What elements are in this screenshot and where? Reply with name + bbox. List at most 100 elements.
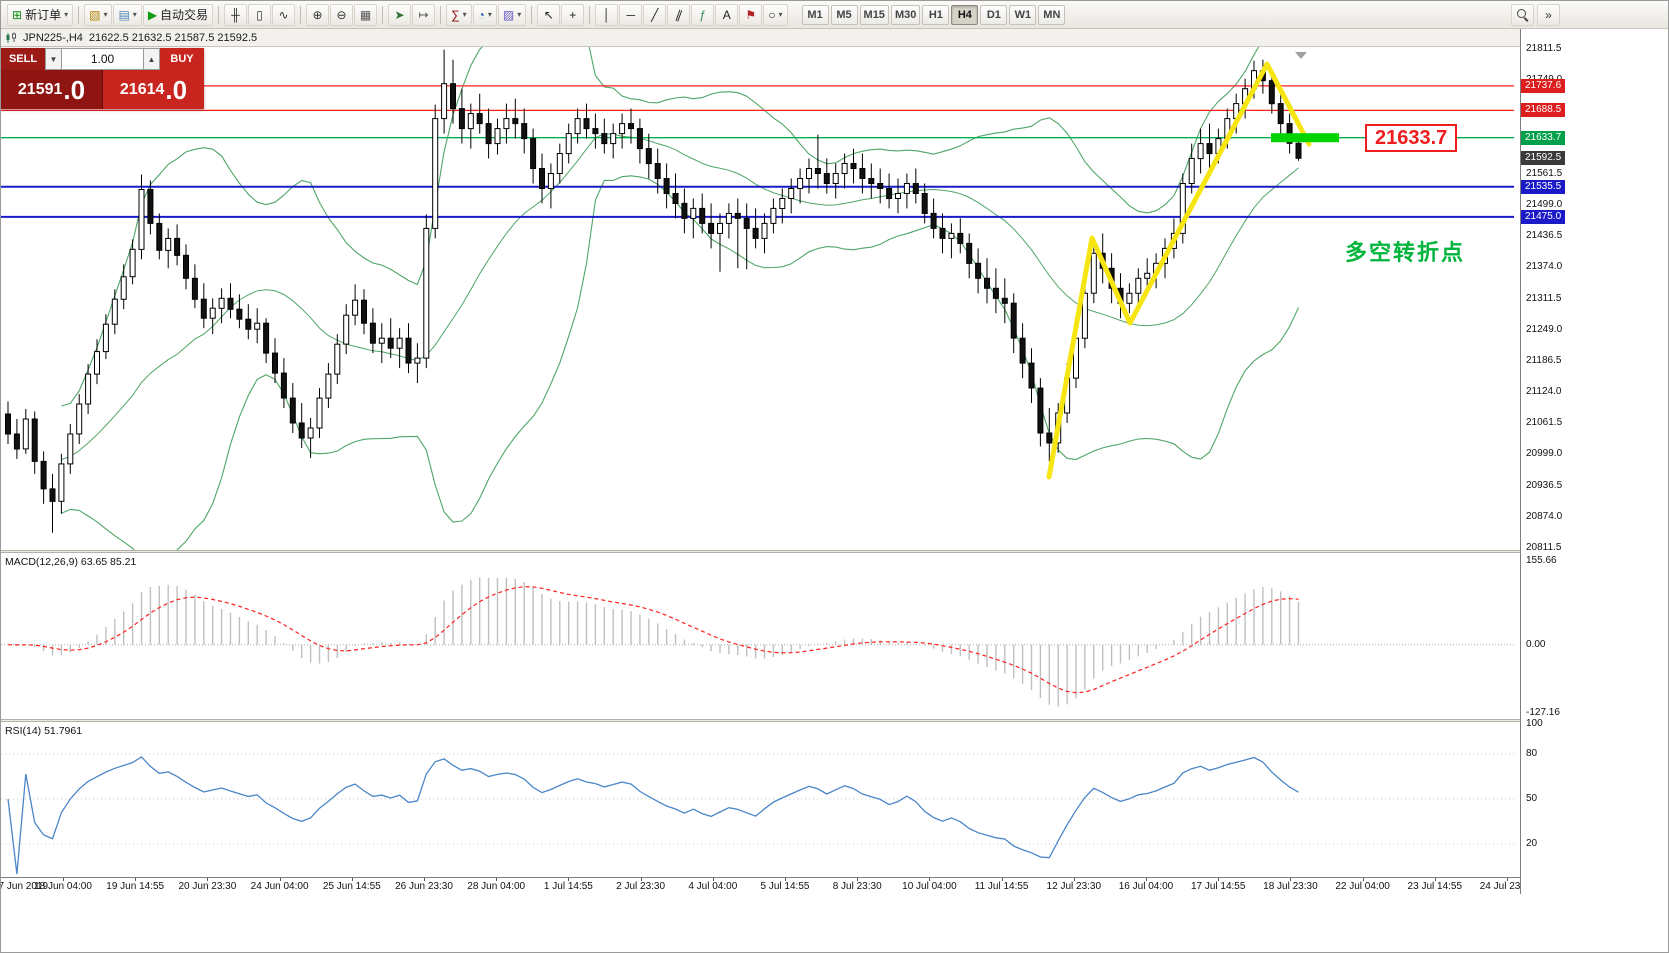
time-axis-label: 20 Jun 23:30	[178, 881, 237, 892]
chart-shift-marker[interactable]	[1295, 52, 1307, 59]
sell-price-int: 21591	[17, 80, 63, 98]
auto-scroll-icon: ➤	[394, 7, 405, 22]
shapes-tool-button[interactable]: ○ ▾	[763, 3, 788, 26]
fibonacci-icon: ƒ	[699, 7, 707, 22]
new-order-button[interactable]: ⊞ 新订单 ▾	[7, 3, 74, 26]
price-axis-label: 21436.5	[1526, 230, 1563, 242]
new-order-button-label: 新订单	[25, 8, 62, 22]
timeframe-m1-button[interactable]: M1	[801, 4, 829, 25]
price-highlight-segment[interactable]	[1271, 133, 1339, 143]
timeframe-h4-button[interactable]: H4	[951, 4, 979, 25]
candlestick-icon: ▯	[256, 7, 263, 22]
time-axis-label: 24 Jun 04:00	[250, 881, 309, 892]
time-axis-tick	[1290, 878, 1292, 881]
time-axis-label: 17 Jun 2019	[1, 881, 49, 892]
timeframe-mn-button[interactable]: MN	[1038, 4, 1066, 25]
zoom-in-button[interactable]: ⊕	[306, 3, 330, 26]
candlesticks	[5, 49, 1302, 533]
rsi-scale-label: 80	[1526, 748, 1538, 759]
toolbar-separator	[531, 5, 533, 24]
bar-chart-button[interactable]: ╫	[224, 3, 248, 26]
time-axis-tick	[496, 878, 498, 881]
time-axis-label: 25 Jun 14:55	[322, 881, 381, 892]
time-axis-tick	[1218, 878, 1220, 881]
timeframe-m5-button[interactable]: M5	[830, 4, 858, 25]
time-axis-tick	[1362, 878, 1364, 881]
time-axis-label: 19 Jun 14:55	[106, 881, 165, 892]
new-order-icon: ⊞	[12, 7, 23, 22]
tile-windows-button[interactable]: ▦	[354, 3, 378, 26]
vertical-line-tool-button[interactable]: │	[595, 3, 619, 26]
flag-icon: ⚑	[745, 7, 757, 22]
timeframe-m15-button[interactable]: M15	[859, 4, 889, 25]
volume-increase-button[interactable]: ▲	[143, 48, 160, 70]
sell-price-button[interactable]: 21591.0	[1, 70, 103, 109]
auto-scroll-button[interactable]: ➤	[388, 3, 412, 26]
time-axis-tick	[279, 878, 281, 881]
crosshair-button[interactable]: +	[561, 3, 585, 26]
label-tool-button[interactable]: ⚑	[739, 3, 763, 26]
price-axis[interactable]: 21811.521749.021686.521624.021561.521499…	[1520, 29, 1668, 894]
tile-windows-icon: ▦	[359, 7, 372, 22]
new-chart-button[interactable]: ▧ ▾	[84, 3, 113, 26]
sell-button[interactable]: SELL	[1, 48, 45, 70]
chart-zone: MACD(12,26,9) 63.65 85.21 RSI(14) 51.796…	[1, 47, 1520, 877]
autotrading-button[interactable]: ▶ 自动交易	[142, 3, 214, 26]
volume-input[interactable]	[62, 48, 143, 70]
caret-down-icon: ▾	[462, 10, 467, 19]
time-axis-label: 11 Jul 14:55	[974, 881, 1029, 892]
timeframe-d1-button[interactable]: D1	[980, 4, 1008, 25]
resistance-line-1-price-badge: 21737.6	[1521, 78, 1566, 93]
macd-panel-canvas[interactable]	[1, 553, 1520, 719]
channel-tool-button[interactable]: ∥	[667, 3, 691, 26]
toolbar-separator	[382, 5, 384, 24]
macd-scale-label: -127.16	[1526, 707, 1560, 718]
time-axis-tick	[1146, 878, 1147, 881]
fibonacci-tool-button[interactable]: ƒ	[691, 3, 715, 26]
trade-panel-top-row: SELL ▼ ▲ BUY	[1, 48, 204, 70]
buy-button[interactable]: BUY	[160, 48, 204, 70]
time-axis-label: 17 Jul 14:55	[1190, 881, 1246, 892]
time-axis-label: 16 Jul 04:00	[1118, 881, 1174, 892]
candlestick-chart-button[interactable]: ▯	[248, 3, 272, 26]
profiles-button[interactable]: ▤ ▾	[113, 3, 142, 26]
line-chart-button[interactable]: ∿	[272, 3, 296, 26]
cursor-button[interactable]: ↖	[537, 3, 561, 26]
zoom-out-button[interactable]: ⊖	[330, 3, 354, 26]
periods-button[interactable]: ◔ ▾	[472, 3, 497, 26]
macd-signal-line	[7, 586, 1299, 694]
time-axis-label: 5 Jul 14:55	[760, 881, 810, 892]
text-tool-button[interactable]: A	[715, 3, 739, 26]
timeframe-m30-button[interactable]: M30	[890, 4, 921, 25]
templates-button[interactable]: ▨ ▾	[497, 3, 527, 26]
search-button[interactable]	[1511, 3, 1534, 26]
toolbar-more-button[interactable]: »	[1537, 3, 1560, 26]
time-axis-tick	[351, 878, 353, 881]
horizontal-line-tool-button[interactable]: ─	[619, 3, 643, 26]
price-axis-label: 21186.5	[1526, 354, 1562, 366]
price-axis-label: 21249.0	[1526, 323, 1563, 335]
panel-splitter[interactable]	[1, 550, 1520, 553]
timeframe-w1-button[interactable]: W1	[1009, 4, 1037, 25]
toolbar-separator	[78, 5, 80, 24]
trade-panel-prices-row: 21591.0 21614.0	[1, 70, 204, 109]
main-chart-canvas[interactable]	[1, 47, 1520, 550]
volume-decrease-button[interactable]: ▼	[45, 48, 62, 70]
rsi-panel-canvas[interactable]	[1, 722, 1520, 877]
chart-shift-button[interactable]: ↦	[412, 3, 436, 26]
one-click-trading-panel: SELL ▼ ▲ BUY 21591.0 21614.0	[1, 48, 204, 109]
turning-point-note[interactable]: 多空转折点	[1345, 240, 1466, 265]
panel-splitter[interactable]	[1, 719, 1520, 722]
rsi-indicator-label: RSI(14) 51.7961	[5, 725, 83, 737]
resistance-line-2-price-badge: 21688.5	[1521, 103, 1566, 118]
time-axis-tick	[568, 878, 570, 881]
support-line-1-price-badge: 21535.5	[1521, 179, 1566, 194]
timeframe-h1-button[interactable]: H1	[922, 4, 950, 25]
buy-price-button[interactable]: 21614.0	[103, 70, 204, 109]
indicators-button[interactable]: ∑ ▾	[446, 3, 472, 26]
trend-zigzag-annotation[interactable]	[1046, 61, 1312, 480]
price-annotation-label[interactable]: 21633.7	[1365, 124, 1458, 152]
rsi-scale-label: 20	[1526, 838, 1538, 849]
trendline-tool-button[interactable]: ╱	[643, 3, 667, 26]
